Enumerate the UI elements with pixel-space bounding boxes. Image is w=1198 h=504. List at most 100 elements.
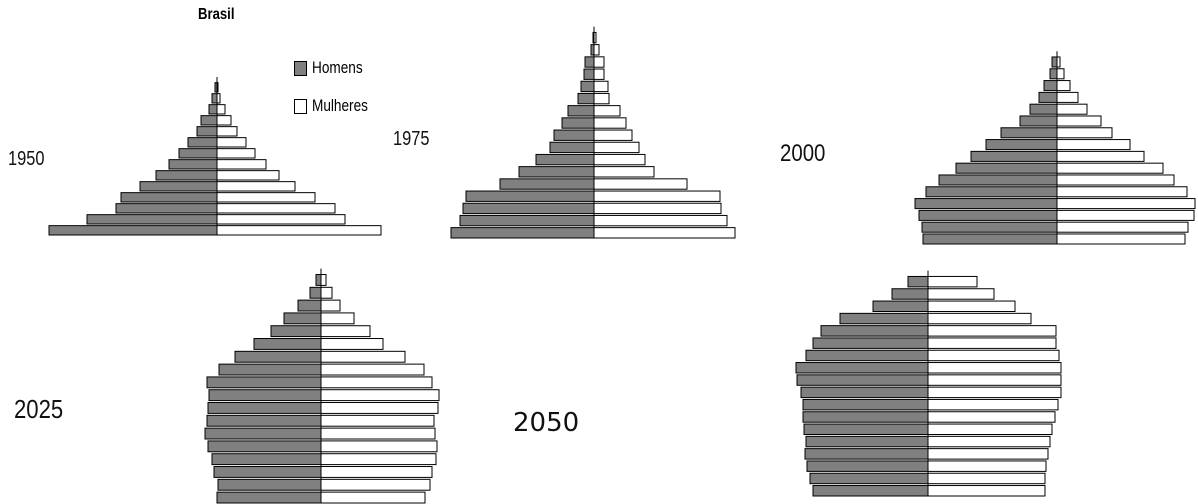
bar-mulheres-1950-5	[216, 170, 280, 181]
bar-mulheres-2000-5	[1056, 174, 1175, 186]
bar-mulheres-2050-10	[927, 362, 1062, 374]
bar-homens-2025-17	[315, 274, 322, 286]
bar-homens-2025-2	[213, 466, 322, 478]
bar-mulheres-2025-2	[320, 466, 433, 478]
bar-mulheres-1975-3	[593, 190, 721, 202]
bar-mulheres-1975-4	[593, 178, 688, 190]
bar-homens-1950-5	[155, 170, 218, 181]
bar-mulheres-2025-16	[320, 286, 333, 299]
bar-mulheres-1950-0	[216, 225, 382, 236]
bar-homens-2050-9	[796, 374, 929, 386]
legend-swatch-men	[294, 61, 307, 76]
bar-homens-1950-7	[178, 148, 218, 159]
bar-mulheres-2000-12	[1056, 91, 1079, 103]
bar-mulheres-1975-2	[593, 202, 722, 215]
bar-homens-2025-6	[206, 414, 322, 427]
bar-homens-1975-5	[518, 166, 595, 178]
bar-mulheres-1975-9	[593, 117, 627, 129]
bar-mulheres-1975-11	[593, 92, 610, 105]
bar-mulheres-2025-4	[320, 440, 438, 453]
year-label-2050: 2050	[513, 408, 580, 438]
bar-mulheres-1975-15	[593, 44, 600, 56]
bar-mulheres-1950-2	[216, 203, 336, 214]
bar-homens-2050-3	[804, 448, 929, 460]
bar-homens-1950-9	[196, 126, 218, 137]
bar-homens-2025-13	[270, 325, 322, 338]
bar-mulheres-2025-11	[320, 350, 406, 363]
bar-homens-2050-12	[812, 337, 929, 349]
bar-homens-2000-2	[918, 209, 1058, 221]
bar-homens-2050-0	[812, 485, 929, 497]
bar-mulheres-2050-15	[927, 300, 1016, 313]
bar-mulheres-2000-7	[1056, 150, 1145, 162]
bar-homens-1950-6	[168, 159, 218, 170]
bar-mulheres-2025-14	[320, 312, 355, 325]
legend-label-women: Mulheres	[312, 96, 368, 115]
year-label-2000: 2000	[780, 140, 826, 167]
bar-mulheres-2000-10	[1056, 115, 1102, 127]
bar-homens-1975-11	[577, 92, 595, 105]
bar-homens-2050-8	[800, 386, 929, 399]
bar-homens-2025-0	[216, 491, 322, 504]
bar-homens-1975-10	[567, 105, 595, 117]
bar-mulheres-1975-5	[593, 166, 655, 178]
bar-mulheres-2025-13	[320, 325, 371, 338]
bar-mulheres-2050-6	[927, 411, 1056, 423]
bar-mulheres-2050-14	[927, 312, 1032, 325]
bar-homens-2025-12	[253, 338, 322, 350]
bar-mulheres-1950-10	[216, 115, 232, 126]
bar-homens-2000-7	[970, 150, 1058, 162]
bar-homens-2025-11	[234, 350, 322, 363]
bar-homens-2025-1	[217, 478, 322, 491]
bar-mulheres-1975-0	[593, 227, 736, 239]
bar-mulheres-1950-7	[216, 148, 256, 159]
bar-mulheres-2025-15	[320, 299, 341, 312]
bar-mulheres-2000-0	[1056, 233, 1186, 245]
bar-mulheres-1950-8	[216, 137, 247, 148]
bar-mulheres-2050-3	[927, 448, 1049, 460]
bar-homens-2025-15	[297, 299, 322, 312]
bar-mulheres-2000-4	[1056, 186, 1188, 198]
bar-mulheres-1975-14	[593, 56, 605, 68]
bar-mulheres-2000-13	[1056, 80, 1071, 92]
bar-mulheres-2050-17	[927, 275, 978, 288]
year-label-1975: 1975	[393, 128, 430, 150]
pyramid-1950	[48, 77, 382, 236]
bar-mulheres-2025-5	[320, 427, 436, 440]
bar-homens-1975-0	[450, 227, 595, 239]
bar-homens-2000-6	[955, 162, 1058, 174]
bar-mulheres-2000-2	[1056, 209, 1195, 221]
bar-homens-2000-3	[914, 198, 1058, 210]
bar-mulheres-2025-1	[320, 478, 431, 491]
bar-mulheres-1950-9	[216, 126, 238, 137]
bar-mulheres-2000-3	[1056, 198, 1196, 210]
legend-swatch-women	[294, 99, 307, 114]
bar-mulheres-2050-0	[927, 485, 1046, 497]
bar-mulheres-2000-14	[1056, 68, 1065, 80]
bar-homens-1950-11	[208, 104, 218, 115]
bar-homens-2025-10	[218, 363, 322, 376]
bar-homens-1975-3	[465, 190, 595, 202]
chart-title: Brasil	[198, 6, 235, 23]
bar-homens-1950-8	[187, 137, 218, 148]
bar-homens-2050-17	[907, 275, 929, 288]
bar-mulheres-2000-6	[1056, 162, 1164, 174]
bar-homens-2050-14	[839, 312, 929, 325]
pyramid-2050	[795, 270, 1062, 497]
bar-homens-1950-2	[115, 203, 218, 214]
bar-mulheres-1950-3	[216, 192, 316, 203]
bar-mulheres-2025-8	[320, 389, 440, 402]
bar-homens-2025-5	[204, 427, 322, 440]
bar-homens-1950-10	[200, 115, 218, 126]
bar-homens-2050-5	[803, 423, 929, 436]
bar-homens-2000-0	[922, 233, 1058, 245]
bar-homens-2025-16	[309, 286, 322, 299]
bar-homens-1975-12	[580, 80, 595, 93]
bar-mulheres-2025-6	[320, 414, 435, 427]
bar-mulheres-2050-12	[927, 337, 1057, 349]
bar-homens-2050-11	[805, 349, 929, 362]
bar-homens-1950-1	[86, 214, 218, 225]
bar-mulheres-1975-6	[593, 153, 646, 166]
pyramid-1975	[450, 26, 736, 239]
